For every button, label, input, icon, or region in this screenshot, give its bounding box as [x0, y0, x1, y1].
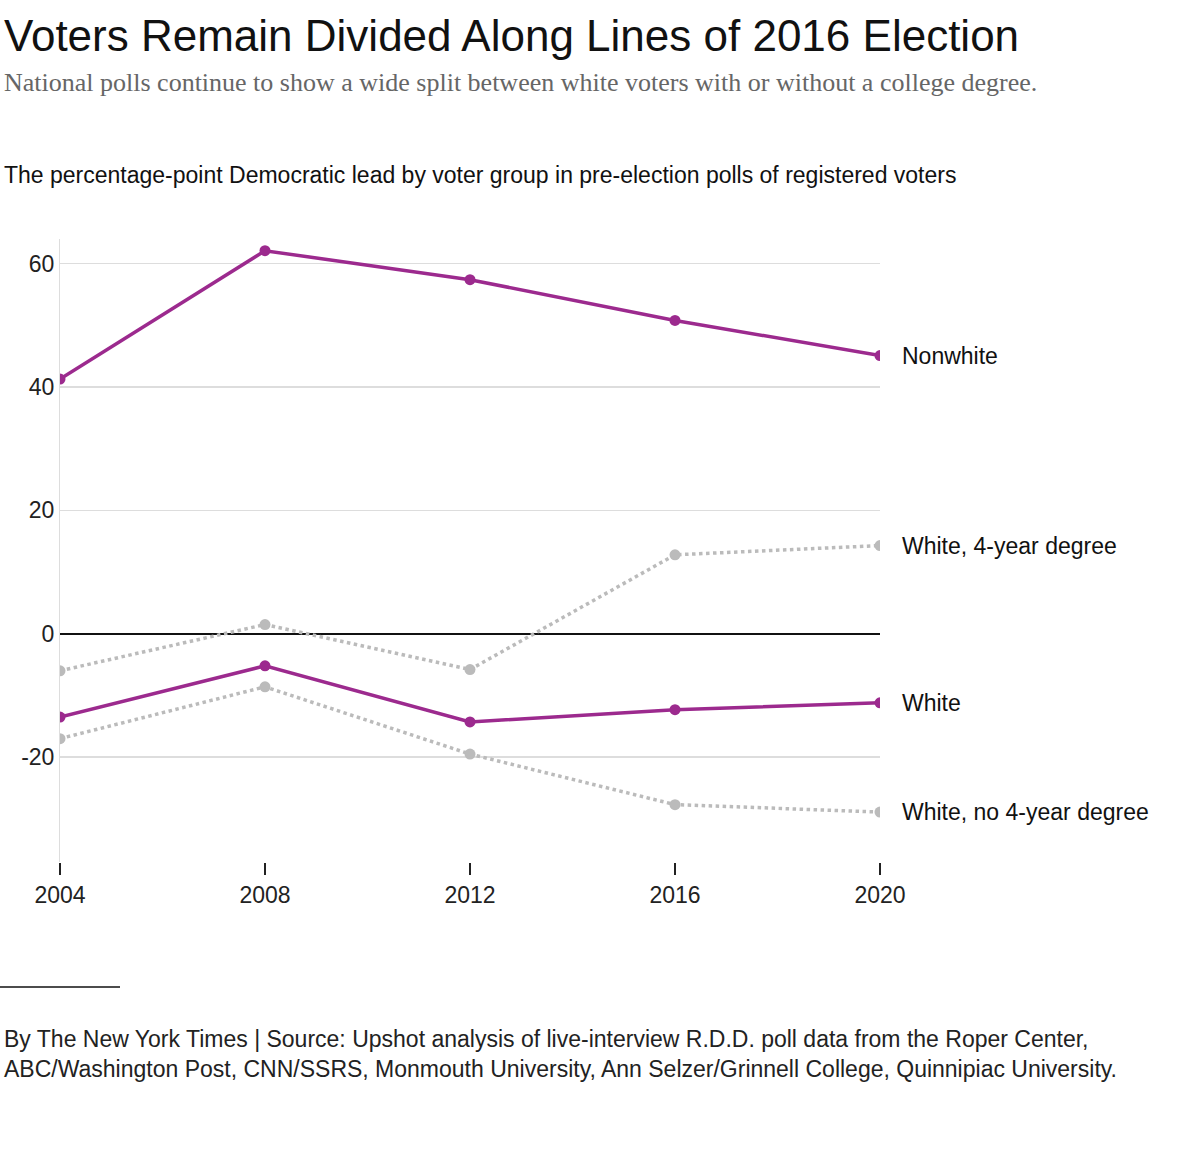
svg-text:0: 0: [42, 621, 55, 647]
svg-text:2004: 2004: [34, 882, 85, 908]
svg-text:2016: 2016: [649, 882, 700, 908]
svg-text:White, 4-year degree: White, 4-year degree: [902, 533, 1117, 559]
svg-text:Nonwhite: Nonwhite: [902, 343, 998, 369]
svg-text:20: 20: [29, 497, 55, 523]
svg-text:White, no 4-year degree: White, no 4-year degree: [902, 799, 1149, 825]
svg-text:2012: 2012: [444, 882, 495, 908]
svg-text:60: 60: [29, 251, 55, 277]
svg-text:The percentage-point Democrati: The percentage-point Democratic lead by …: [4, 162, 956, 188]
svg-text:2008: 2008: [239, 882, 290, 908]
svg-text:2020: 2020: [854, 882, 905, 908]
svg-text:-20: -20: [21, 744, 54, 770]
svg-text:Voters Remain Divided Along Li: Voters Remain Divided Along Lines of 201…: [4, 11, 1019, 60]
svg-text:White: White: [902, 690, 961, 716]
svg-text:National polls continue to sho: National polls continue to show a wide s…: [4, 68, 1037, 97]
svg-text:40: 40: [29, 374, 55, 400]
svg-text:By The New York Times | Source: By The New York Times | Source: Upshot a…: [4, 1026, 1117, 1082]
